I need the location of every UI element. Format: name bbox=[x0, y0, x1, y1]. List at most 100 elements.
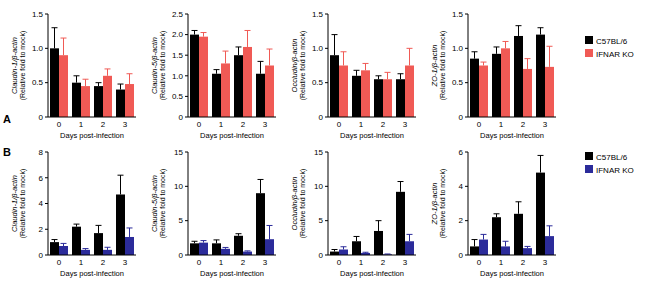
bar bbox=[523, 248, 532, 255]
x-axis bbox=[468, 255, 556, 256]
y-axis-title: ZO-1/β-actin bbox=[430, 183, 439, 226]
bar bbox=[536, 35, 545, 117]
bar bbox=[536, 173, 545, 255]
marks bbox=[190, 179, 274, 255]
y-axis bbox=[188, 152, 189, 255]
figure: 00.51.01.50123Days post-infectionClaudin… bbox=[0, 0, 645, 282]
bar bbox=[234, 55, 243, 117]
bar bbox=[50, 242, 59, 255]
y-tick-label: 0 bbox=[459, 113, 464, 122]
panel-label: A bbox=[3, 113, 11, 125]
error-cap bbox=[245, 250, 251, 251]
error-bar bbox=[538, 155, 544, 172]
error-bar bbox=[258, 179, 264, 193]
x-axis-title: Days post-infection bbox=[480, 131, 544, 140]
y-tick-label: 15 bbox=[314, 148, 323, 157]
error-bar bbox=[105, 69, 111, 76]
bar bbox=[514, 36, 523, 117]
marks bbox=[50, 28, 134, 117]
y-tick-label: 4 bbox=[39, 199, 44, 208]
error-cap bbox=[267, 225, 273, 226]
bar bbox=[501, 48, 510, 117]
y-axis bbox=[328, 14, 329, 117]
y-tick-label: 5 bbox=[319, 216, 324, 225]
x-axis-title: Days post-infection bbox=[200, 269, 264, 278]
y-tick bbox=[45, 177, 48, 178]
x-tick-label: 2 bbox=[241, 258, 246, 267]
error-bar bbox=[267, 225, 273, 239]
error-bar bbox=[547, 46, 553, 67]
y-tick bbox=[325, 255, 328, 256]
x-axis bbox=[48, 117, 136, 118]
error-line bbox=[356, 70, 357, 75]
x-tick-label: 0 bbox=[477, 258, 482, 267]
x-tick-label: 2 bbox=[381, 120, 386, 129]
error-bar bbox=[341, 247, 347, 250]
x-tick-label: 0 bbox=[337, 120, 342, 129]
y-tick bbox=[185, 220, 188, 221]
y-tick-label: 0 bbox=[179, 251, 184, 260]
y-tick bbox=[465, 48, 468, 49]
error-bar bbox=[407, 48, 413, 65]
y-axis-title: Occludin/β-actin bbox=[290, 177, 299, 231]
y-tick bbox=[45, 152, 48, 153]
x-axis-title: Days post-infection bbox=[340, 269, 404, 278]
y-tick-label: 1.5 bbox=[172, 51, 184, 60]
error-line bbox=[334, 35, 335, 56]
error-cap bbox=[83, 79, 89, 80]
y-tick-label: 10 bbox=[174, 182, 183, 191]
bar bbox=[492, 217, 501, 255]
x-tick-label: 2 bbox=[101, 120, 106, 129]
error-bar bbox=[363, 63, 369, 70]
error-line bbox=[260, 179, 261, 193]
error-bar bbox=[385, 72, 391, 79]
error-line bbox=[483, 234, 484, 239]
error-line bbox=[549, 226, 550, 236]
x-tick-label: 0 bbox=[57, 258, 62, 267]
error-bar bbox=[223, 51, 229, 63]
error-bar bbox=[503, 241, 509, 246]
x-axis-title: Days post-infection bbox=[60, 269, 124, 278]
y-tick bbox=[325, 152, 328, 153]
error-bar bbox=[118, 84, 124, 89]
bar bbox=[256, 74, 265, 117]
bar bbox=[116, 90, 125, 117]
error-bar bbox=[494, 214, 500, 217]
error-cap bbox=[341, 246, 347, 247]
panel: 00.51.01.50123Days post-infectionClaudin… bbox=[3, 10, 136, 140]
y-tick-label: 1.5 bbox=[452, 10, 464, 19]
error-bar bbox=[83, 79, 89, 86]
y-tick-label: 1.0 bbox=[312, 44, 324, 53]
bar bbox=[383, 79, 392, 117]
legend-swatch bbox=[585, 49, 593, 57]
y-axis bbox=[468, 14, 469, 117]
error-line bbox=[194, 30, 195, 34]
error-line bbox=[54, 28, 55, 49]
error-line bbox=[120, 84, 121, 89]
y-tick bbox=[45, 82, 48, 83]
error-line bbox=[269, 49, 270, 65]
bar bbox=[94, 233, 103, 255]
error-line bbox=[409, 48, 410, 65]
error-bar bbox=[236, 47, 242, 55]
bar bbox=[94, 86, 103, 117]
legend: C57BL/6IFNAR KO bbox=[585, 36, 634, 59]
error-line bbox=[474, 240, 475, 247]
y-tick bbox=[465, 14, 468, 15]
error-cap bbox=[472, 51, 478, 52]
y-axis-title: Claudin-5/β-actin bbox=[150, 37, 159, 94]
panel: 0510150123Days post-infectionOccludin/β-… bbox=[290, 148, 416, 278]
error-cap bbox=[127, 227, 133, 228]
bar bbox=[405, 66, 414, 118]
error-bar bbox=[245, 30, 251, 46]
y-tick bbox=[185, 14, 188, 15]
legend: C57BL/6IFNAR KO bbox=[585, 152, 634, 175]
error-bar bbox=[494, 47, 500, 54]
error-bar bbox=[354, 236, 360, 241]
y-axis-title: (Relative fold to mock) bbox=[439, 31, 447, 101]
error-cap bbox=[96, 225, 102, 226]
bar bbox=[339, 250, 348, 255]
error-line bbox=[120, 175, 121, 194]
y-tick bbox=[45, 229, 48, 230]
y-axis-title: Occludin/β-actin bbox=[290, 39, 299, 93]
